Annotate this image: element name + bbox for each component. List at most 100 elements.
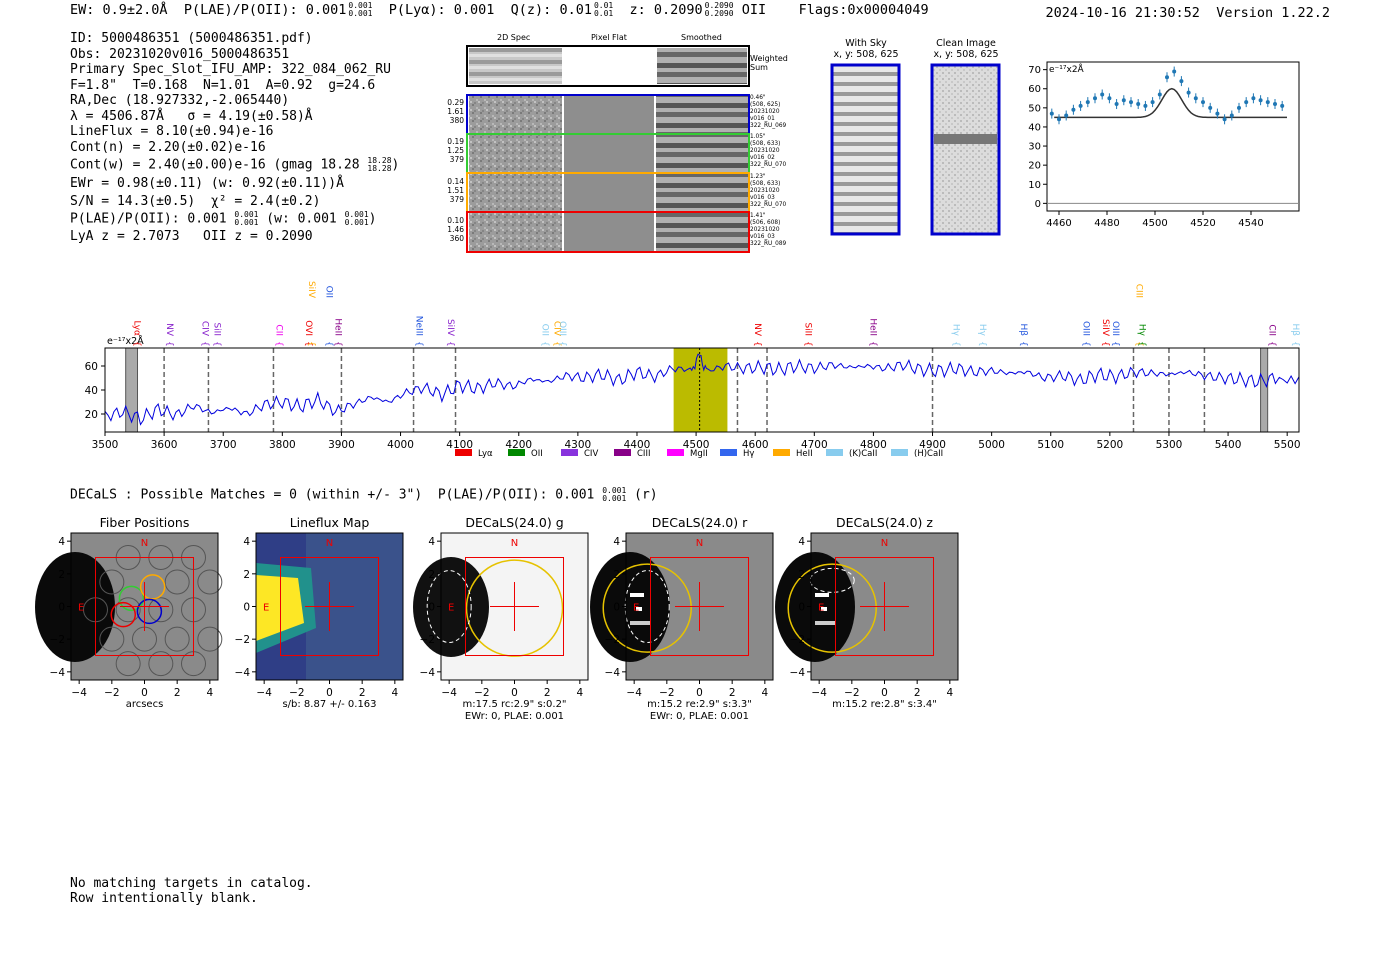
spectrum-line-label: Hγ { [950,324,960,347]
fiber-circle [115,597,141,623]
panel-ytick-label: 4 [798,536,805,548]
panel-caption: m:15.2 re:2.8" s:3.4" [832,699,937,710]
cutout-left-value: 1.25 [447,146,464,155]
panel-bright-source [590,552,670,662]
spectrum-line-label: OIII { [1110,321,1120,347]
aperture-box [465,557,564,656]
zoom-data-point [1085,100,1090,105]
panel-xtick-label: 2 [729,687,736,699]
match-ellipse [465,559,564,657]
legend-label: HeII [796,449,813,459]
panel-ytick-label: 2 [798,569,805,581]
spectrum-line-label-bracket: { [414,341,424,347]
zoom-data-point [1100,92,1105,97]
panel-xtick-label: 0 [881,687,888,699]
spectrum-line-label: SiIV { [306,281,316,347]
decals-sub: 0.001 [602,494,627,503]
spectrum-line-label-text: CIII [1133,284,1143,298]
zoom-xtick-label: 4540 [1238,218,1263,229]
panel-xtick-label: 0 [326,687,333,699]
spectrum-xtick-label: 4100 [446,439,473,451]
header-plae: P(LAE)/P(OII): 0.001 [183,2,347,18]
spectrum-line-label-text: NeIII [414,316,424,336]
info-ewr: EWr = 0.98(±0.11) (w: 0.92(±0.11))Å [70,176,344,191]
zoom-data-point [1265,100,1270,105]
spectrum-line-label-bracket: { [445,341,455,347]
cutout-left-label-2: 0.19 1.25 379 [446,137,464,164]
aperture-box [280,557,379,656]
spectrum-xtick-label: 5500 [1274,439,1301,451]
spectrum-line-label: CII { [1266,324,1276,346]
spectrum-line-label: Lyα { [132,321,142,347]
info-plae-w-sub: 0.001 [344,218,369,227]
panel-ytick-label: −2 [605,634,620,646]
image-panel-5: N E −4 −4 −2 −2 0 0 2 2 4 4 DECaLS(24.0) z m:15.2 re:… [775,515,959,710]
header-oii: OII [741,2,767,18]
info-contn: Cont(n) = 2.20(±0.02)e-16 [70,139,266,155]
cutout-right-value: 1.23" [750,174,766,180]
zoom-data-point [1280,103,1285,108]
spectrum-line-label: SiIV { [1100,319,1110,347]
info-plae-sup: 0.001 [234,210,259,219]
header-qz: Q(z): 0.01 [510,2,592,18]
panel-ytick-label: −2 [50,634,65,646]
north-label: N [881,538,888,549]
panel-ytick-label: −2 [235,634,250,646]
header-plae-sup: 0.001 [348,1,373,10]
zoom-data-point [1215,111,1220,116]
info-plae-w-sup: 0.001 [344,210,369,219]
spectrum-line-label-text: Hβ [1290,323,1300,336]
cutout-right-label-1: 0.46" (508, 625) 20231020 v016_01 322_RU_069 [750,95,786,130]
legend-swatch [614,449,631,456]
legend-label: Lyα [478,449,493,459]
clean-image [930,63,1001,236]
spectrum-xtick-label: 5400 [1215,439,1242,451]
spectrum-line-label: CII { [273,324,283,346]
spectrum-xtick-label: 5000 [978,439,1005,451]
spectrum-line-label-bracket: { [1136,341,1146,347]
spectrum-line-label-text: CII [273,324,283,336]
image-panel-3: N E −4 −4 −2 −2 0 0 2 2 4 4 DECaLS(24.0) g m:17.5 rc:… [413,515,589,722]
spectrum-line-label: NeIII { [414,316,424,347]
spectrum-line-label-text: NV [164,323,174,337]
panel-xtick-label: 2 [359,687,366,699]
zoom-data-point [1201,100,1205,105]
panel-caption: m:17.5 rc:2.9" s:0.2" [462,699,566,710]
panel-ytick-label: 2 [428,569,435,581]
east-label: E [633,603,639,614]
fiber-circle [115,651,141,677]
spectrum-line-label-bracket: { [303,341,313,347]
panel-ytick-label: 0 [798,602,805,614]
cutout-left-value: 360 [449,234,464,243]
legend-label: OII [531,449,543,459]
spectrum-line-label: Hγ { [1136,324,1146,347]
spectrum-ytick-label: 20 [85,409,98,421]
spectrum-line-label-text: CIV [200,321,210,337]
panel-ytick-label: −2 [420,634,435,646]
spectrum-xtick-label: 4200 [505,439,532,451]
zoom-data-point [1186,90,1191,95]
panel-title: Fiber Positions [100,515,190,530]
spectrum-line-label-text: Hγ [950,324,960,337]
spectrum-line-label: HeII { [868,318,878,346]
zoom-data-point [1237,105,1241,110]
clean-image-trace [934,134,997,144]
with-sky-label: With Sky [845,38,887,49]
spectrum-line-label-bracket: { [802,341,812,347]
cutout-right-value: (508, 625) [750,102,781,108]
header-right: 2024-10-16 21:30:52 Version 1.22.2 [1046,5,1331,21]
legend-swatch [667,449,684,456]
legend-label: Hγ [743,449,754,459]
header-ew: EW: 0.9±2.0Å [70,2,168,18]
fiber-circle-green [118,585,145,612]
panel-ytick-label: 4 [428,536,435,548]
info-radec: RA,Dec (18.927332,-2.065440) [70,93,290,108]
zoom-data-point [1121,98,1126,103]
info-contw-sub: 18.28 [367,164,392,173]
panel-xtick-label: 2 [174,687,181,699]
spectrum-line-label-bracket: { [868,341,878,347]
spectrum-line-label-bracket: { [1080,341,1090,347]
cutout-left-value: 1.61 [447,107,464,116]
fiber-circle [164,626,190,652]
